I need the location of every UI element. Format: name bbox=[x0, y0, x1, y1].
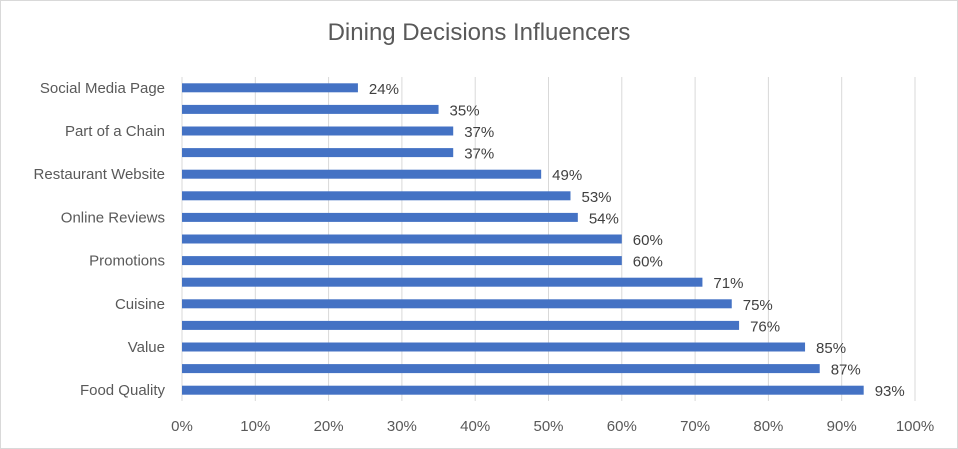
bar bbox=[182, 342, 806, 352]
category-label: Restaurant Website bbox=[34, 166, 165, 183]
x-axis-tick-labels: 0% 10% 20% 30% 40% 50% 60% 70% 80% 90% 100% bbox=[171, 418, 934, 435]
bar bbox=[182, 212, 578, 222]
bar bbox=[182, 104, 439, 114]
data-label: 60% bbox=[633, 232, 663, 249]
bar bbox=[182, 256, 622, 266]
data-label: 76% bbox=[750, 318, 780, 335]
category-label: Promotions bbox=[89, 253, 165, 270]
bar bbox=[182, 191, 571, 201]
chart-title: Dining Decisions Influencers bbox=[327, 19, 631, 46]
bar bbox=[182, 234, 622, 244]
x-tick-label: 50% bbox=[533, 418, 563, 435]
bar bbox=[182, 299, 732, 309]
category-labels: Food Quality Value Cuisine Promotions Online… bbox=[34, 80, 166, 399]
x-tick-label: 30% bbox=[387, 418, 417, 435]
data-label: 53% bbox=[581, 189, 611, 206]
bar bbox=[182, 277, 703, 287]
data-label: 54% bbox=[589, 210, 619, 227]
x-tick-label: 40% bbox=[460, 418, 490, 435]
x-tick-label: 0% bbox=[171, 418, 193, 435]
data-label: 60% bbox=[633, 254, 663, 271]
x-tick-label: 20% bbox=[314, 418, 344, 435]
category-label: Food Quality bbox=[80, 382, 166, 399]
category-label: Cuisine bbox=[115, 296, 165, 313]
x-tick-label: 10% bbox=[240, 418, 270, 435]
data-label: 87% bbox=[831, 362, 861, 379]
data-label: 49% bbox=[552, 167, 582, 184]
bars bbox=[182, 83, 864, 395]
data-label: 85% bbox=[816, 340, 846, 357]
category-label: Part of a Chain bbox=[65, 123, 165, 140]
x-tick-label: 80% bbox=[753, 418, 783, 435]
x-tick-label: 90% bbox=[827, 418, 857, 435]
bar bbox=[182, 385, 864, 395]
data-label: 75% bbox=[743, 297, 773, 314]
bar bbox=[182, 148, 454, 158]
category-label: Online Reviews bbox=[61, 209, 165, 226]
bar bbox=[182, 364, 820, 374]
bar bbox=[182, 169, 542, 179]
category-label: Social Media Page bbox=[40, 80, 165, 97]
category-label: Value bbox=[128, 339, 165, 356]
bar bbox=[182, 320, 740, 330]
data-labels: 93% 87% 85% 76% 75%71% 60% 60% 54% 53% 49% 37% 37% 3… bbox=[369, 81, 905, 400]
bar bbox=[182, 126, 454, 136]
data-label: 37% bbox=[464, 124, 494, 141]
data-label: 71% bbox=[713, 275, 743, 292]
bar bbox=[182, 83, 358, 93]
data-label: 93% bbox=[875, 383, 905, 400]
x-tick-label: 70% bbox=[680, 418, 710, 435]
x-tick-label: 100% bbox=[896, 418, 934, 435]
data-label: 24% bbox=[369, 81, 399, 98]
x-tick-label: 60% bbox=[607, 418, 637, 435]
data-label: 37% bbox=[464, 146, 494, 163]
data-label: 35% bbox=[450, 102, 480, 119]
